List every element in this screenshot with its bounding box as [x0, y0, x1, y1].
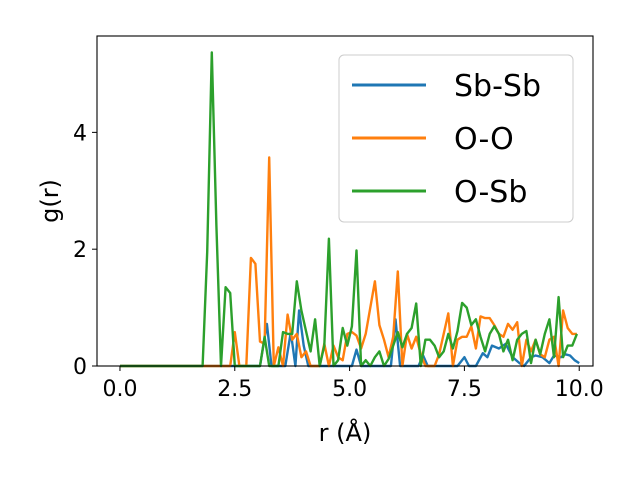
legend: Sb-Sb O-O O-Sb — [338, 54, 574, 223]
x-tick-label: 2.5 — [217, 377, 252, 402]
x-axis-label: r (Å) — [319, 418, 372, 447]
x-tick-label: 5.0 — [332, 377, 367, 402]
x-tick-label: 0.0 — [102, 377, 137, 402]
legend-label: O-O — [454, 122, 514, 157]
y-tick-label: 2 — [73, 238, 87, 263]
series-line-o-sb — [120, 51, 579, 368]
legend-label: O-Sb — [454, 175, 527, 210]
legend-entries: Sb-Sb O-O O-Sb — [352, 69, 541, 210]
y-axis-ticks: 0 2 4 — [73, 121, 97, 380]
series-line-sb-sb — [120, 309, 580, 368]
plot-area-frame — [96, 35, 594, 367]
y-tick-label: 4 — [73, 121, 87, 146]
y-tick-label: 0 — [73, 355, 87, 380]
x-tick-label: 10.0 — [555, 377, 604, 402]
legend-box — [338, 54, 574, 223]
x-tick-label: 7.5 — [447, 377, 482, 402]
legend-label: Sb-Sb — [454, 69, 541, 104]
x-axis-ticks: 0.0 2.5 5.0 7.5 10.0 — [102, 366, 604, 402]
y-axis-label: g(r) — [36, 179, 64, 223]
